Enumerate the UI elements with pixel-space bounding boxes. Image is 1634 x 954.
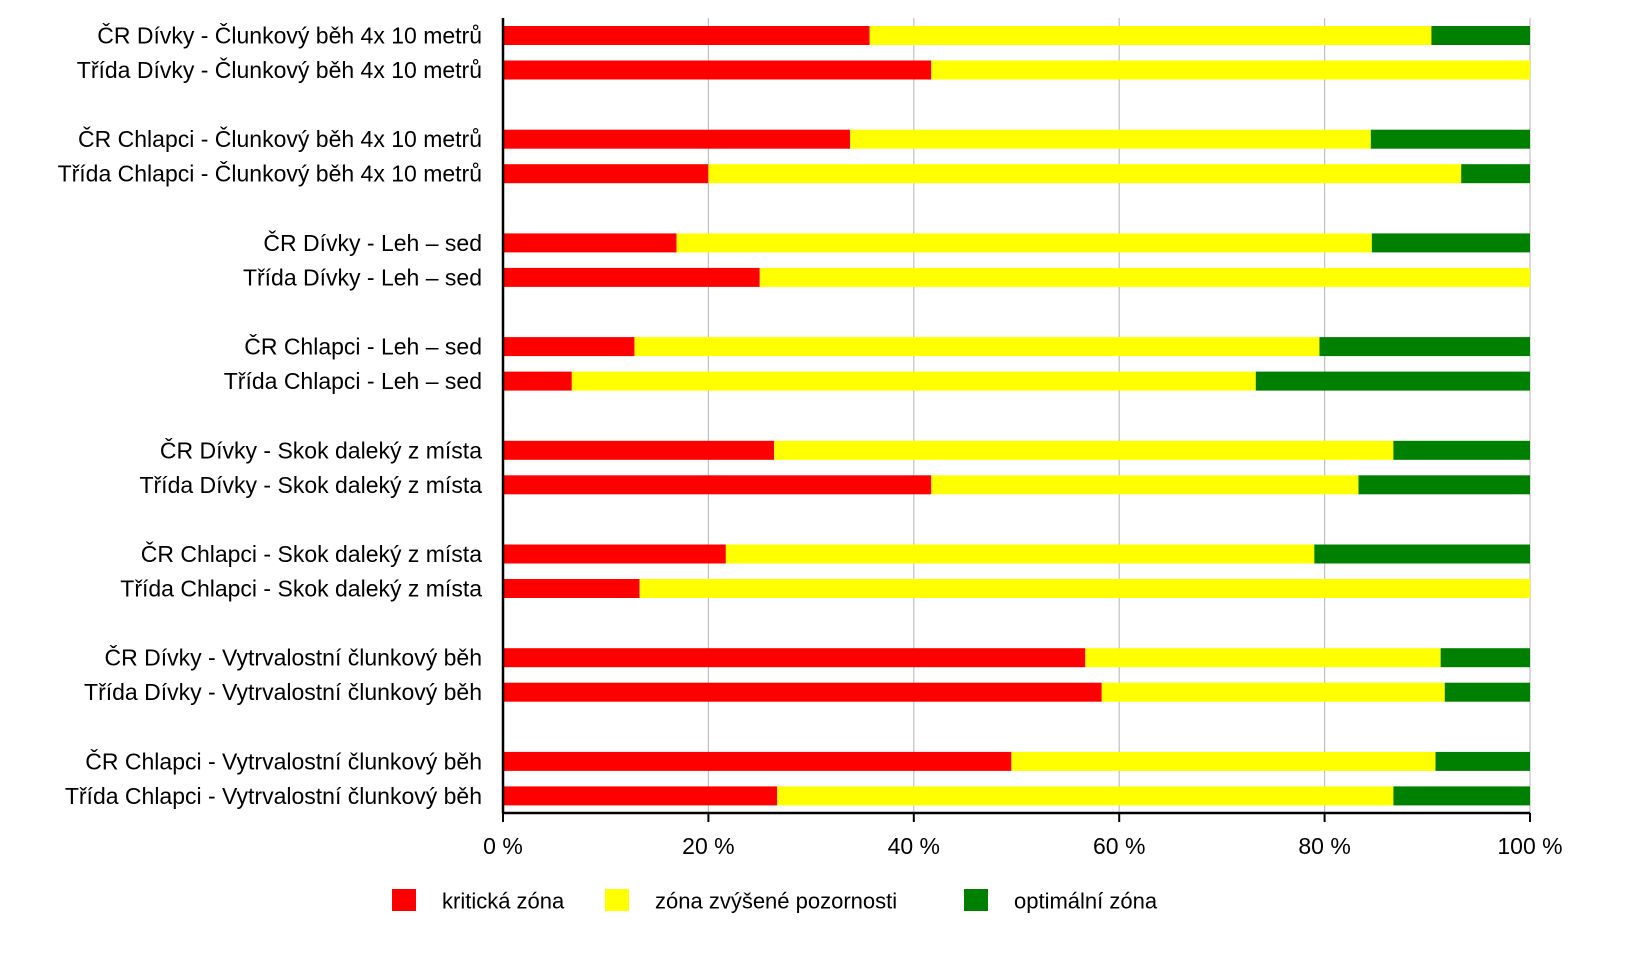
bar-segment-3-row-14: [1444, 682, 1530, 702]
bar-segment-1-row-11: [503, 544, 726, 564]
bar-segment-3-row-10: [1358, 475, 1530, 495]
bar-segment-3-row-5: [1371, 233, 1530, 253]
bar-segment-2-row-9: [774, 440, 1394, 460]
axes: [501, 18, 1531, 822]
bar-segment-3-row-16: [1393, 786, 1530, 806]
x-tick-label: 0 %: [483, 833, 523, 859]
x-tick-label: 100 %: [1497, 833, 1562, 859]
category-label: ČR Dívky - Člunkový běh 4x 10 metrů: [97, 22, 482, 49]
bar-segment-3-row-15: [1435, 751, 1530, 771]
bar-segment-2-row-3: [850, 129, 1371, 149]
legend-swatch-3: [964, 889, 988, 911]
bar-segment-1-row-5: [503, 233, 677, 253]
bar-segment-1-row-9: [503, 440, 775, 460]
category-label: ČR Dívky - Leh – sed: [263, 229, 482, 256]
category-label: ČR Chlapci - Člunkový běh 4x 10 metrů: [78, 125, 482, 152]
bar-segment-1-row-8: [503, 371, 572, 391]
bar-segment-3-row-1: [1431, 26, 1530, 45]
x-tick-label: 80 %: [1298, 833, 1350, 859]
category-label: Třída Chlapci - Vytrvalostní člunkový bě…: [65, 783, 482, 809]
category-label: Třída Dívky - Skok daleký z místa: [139, 472, 482, 498]
gridlines: [707, 18, 1531, 813]
category-label: Třída Chlapci - Skok daleký z místa: [120, 576, 482, 602]
legend-swatch-2: [605, 889, 629, 911]
bar-segment-2-row-10: [931, 475, 1359, 495]
bar-segment-3-row-3: [1370, 129, 1530, 149]
category-label: Třída Dívky - Člunkový běh 4x 10 metrů: [77, 56, 482, 83]
category-label: ČR Chlapci - Skok daleký z místa: [141, 540, 482, 567]
x-tick-label: 20 %: [682, 833, 734, 859]
x-tick-label: 40 %: [888, 833, 940, 859]
category-label: ČR Dívky - Skok daleký z místa: [160, 436, 482, 463]
legend-swatch-1: [392, 889, 416, 911]
bar-segment-1-row-14: [503, 682, 1102, 702]
bar-segment-1-row-7: [503, 337, 635, 357]
bar-segment-2-row-7: [634, 337, 1320, 357]
bar-segment-1-row-4: [503, 164, 709, 184]
bar-segment-3-row-13: [1440, 648, 1530, 668]
bar-segment-1-row-13: [503, 648, 1086, 668]
bar-segment-1-row-6: [503, 267, 760, 287]
bar-segment-2-row-12: [639, 579, 1530, 598]
legend: kritická zóna zóna zvýšené pozornosti opti…: [392, 889, 1158, 914]
bar-segment-1-row-3: [503, 129, 851, 149]
x-tick-label: 60 %: [1093, 833, 1145, 859]
x-tick-labels: 0 % 20 % 40 % 60 % 80 % 100 %: [483, 833, 1562, 859]
bar-segment-1-row-1: [503, 26, 870, 45]
bar-segment-2-row-13: [1085, 648, 1441, 668]
bar-segment-2-row-14: [1101, 682, 1445, 702]
category-label: Třída Dívky - Vytrvalostní člunkový běh: [84, 679, 482, 705]
bar-segment-2-row-15: [1011, 751, 1436, 771]
bar-segment-1-row-12: [503, 579, 640, 598]
bar-segment-2-row-6: [759, 267, 1530, 287]
bar-segment-1-row-2: [503, 60, 932, 80]
bar-segment-2-row-11: [725, 544, 1315, 564]
bar-segment-2-row-4: [708, 164, 1462, 184]
bar-segment-2-row-2: [931, 60, 1530, 80]
category-label: ČR Dívky - Vytrvalostní člunkový běh: [105, 644, 483, 671]
bar-segment-3-row-11: [1314, 544, 1530, 564]
category-label: Třída Chlapci - Leh – sed: [224, 368, 482, 394]
bar-segment-3-row-9: [1393, 440, 1530, 460]
category-labels: ČR Dívky - Člunkový běh 4x 10 metrů Třída…: [58, 22, 483, 809]
bar-segment-1-row-16: [503, 786, 778, 806]
bar-segment-2-row-1: [869, 26, 1432, 45]
bar-segment-3-row-8: [1255, 371, 1530, 391]
category-label: ČR Chlapci - Leh – sed: [244, 333, 482, 360]
bar-segment-1-row-10: [503, 475, 932, 495]
bar-segment-1-row-15: [503, 751, 1012, 771]
category-label: Třída Chlapci - Člunkový běh 4x 10 metrů: [58, 160, 482, 187]
bar-segment-2-row-5: [676, 233, 1372, 253]
bar-segment-3-row-4: [1461, 164, 1530, 184]
category-label: Třída Dívky - Leh – sed: [243, 264, 482, 290]
bar-segment-3-row-7: [1319, 337, 1530, 357]
category-label: ČR Chlapci - Vytrvalostní člunkový běh: [85, 747, 482, 774]
legend-label-1: kritická zóna: [442, 889, 565, 914]
bar-segment-2-row-8: [571, 371, 1256, 391]
legend-label-3: optimální zóna: [1014, 889, 1158, 914]
bars: [503, 26, 1530, 806]
bar-segment-2-row-16: [777, 786, 1394, 806]
legend-label-2: zóna zvýšené pozornosti: [655, 889, 897, 914]
